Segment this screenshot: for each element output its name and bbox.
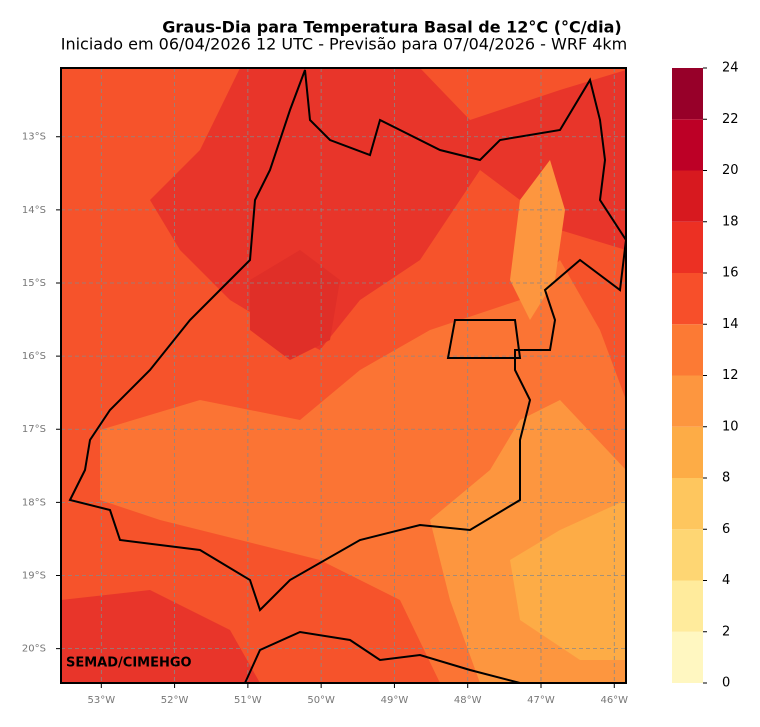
colorbar-label: 2 — [722, 624, 730, 639]
colorbar-label: 22 — [722, 112, 739, 127]
colorbar-bin — [672, 324, 703, 376]
colorbar-bin — [672, 273, 703, 325]
map-frame — [60, 67, 627, 684]
subtitle: Iniciado em 06/04/2026 12 UTC - Previsão… — [61, 35, 628, 54]
lat-tick-label: 13°S — [22, 132, 46, 143]
lon-tick-label: 48°W — [454, 695, 482, 706]
colorbar-label: 10 — [722, 419, 739, 434]
grid — [61, 68, 626, 683]
field-cooler — [510, 500, 626, 660]
credit: SEMAD/CIMEHGO — [66, 656, 192, 671]
colorbar-bin — [672, 221, 703, 273]
colorbar-bin — [672, 529, 703, 581]
colorbar-label: 20 — [722, 163, 739, 178]
lon-tick-label: 52°W — [161, 695, 189, 706]
colorbar-label: 12 — [722, 368, 739, 383]
field-warm — [250, 250, 340, 360]
state-border — [244, 630, 521, 684]
lat-tick-label: 14°S — [22, 205, 46, 216]
lon-tick-label: 49°W — [381, 695, 409, 706]
lon-tick-label: 46°W — [600, 695, 628, 706]
lat-tick-label: 18°S — [22, 497, 46, 508]
federal-district — [446, 319, 522, 359]
field-warm — [61, 590, 260, 683]
colorbar-label: 6 — [722, 522, 730, 537]
lon-tick-label: 47°W — [527, 695, 555, 706]
colorbar-label: 24 — [722, 61, 739, 76]
colorbar-bin — [672, 170, 703, 222]
lon-tick-label: 53°W — [87, 695, 115, 706]
colorbar-label: 14 — [722, 317, 739, 332]
colorbar-bin — [672, 580, 703, 632]
colorbar-label: 8 — [722, 471, 730, 486]
lat-tick-label: 15°S — [22, 278, 46, 289]
title: Graus-Dia para Temperatura Basal de 12°C… — [162, 18, 621, 37]
colorbar-bin — [672, 375, 703, 427]
colorbar-bin — [672, 68, 703, 120]
field-cool — [510, 160, 565, 320]
colorbar-label: 4 — [722, 573, 730, 588]
boundaries — [68, 69, 628, 684]
colorbar-label: 0 — [722, 676, 730, 691]
lat-tick-label: 17°S — [22, 424, 46, 435]
colorbar-bin — [672, 426, 703, 478]
colorbar-bin — [672, 631, 703, 683]
lat-tick-label: 19°S — [22, 571, 46, 582]
colorbar-bin — [672, 119, 703, 171]
ticks: 53°W 52°W 51°W 50°W 49°W 48°W 47°W 46°W 13°S 14°S… — [22, 132, 628, 706]
colorbar-bin — [672, 478, 703, 530]
colorbar-label: 18 — [722, 214, 739, 229]
state-border — [68, 69, 628, 612]
lat-tick-label: 20°S — [22, 644, 46, 655]
lat-tick-label: 16°S — [22, 351, 46, 362]
lon-tick-label: 51°W — [234, 695, 262, 706]
lon-tick-label: 50°W — [307, 695, 335, 706]
colorbar-label: 16 — [722, 266, 739, 281]
